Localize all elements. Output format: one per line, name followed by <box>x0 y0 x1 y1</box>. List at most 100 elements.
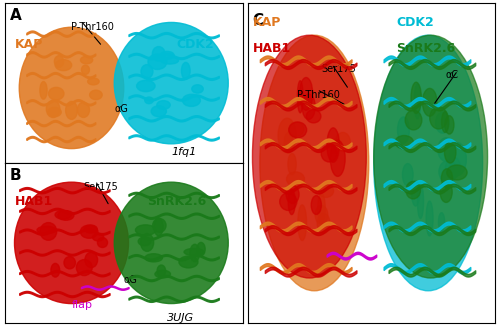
Ellipse shape <box>444 116 454 134</box>
Ellipse shape <box>395 136 413 149</box>
Ellipse shape <box>330 140 345 176</box>
Ellipse shape <box>306 110 321 123</box>
Text: αG: αG <box>124 275 138 285</box>
Ellipse shape <box>85 252 98 268</box>
Ellipse shape <box>98 238 108 247</box>
Text: SnRK2.6: SnRK2.6 <box>396 42 455 54</box>
Ellipse shape <box>260 35 369 291</box>
Ellipse shape <box>88 78 99 85</box>
Ellipse shape <box>157 265 166 277</box>
Ellipse shape <box>157 101 170 109</box>
Ellipse shape <box>430 107 448 129</box>
Ellipse shape <box>284 132 293 153</box>
Ellipse shape <box>442 111 448 132</box>
Ellipse shape <box>298 81 303 113</box>
Ellipse shape <box>141 65 153 78</box>
Ellipse shape <box>40 223 56 240</box>
Ellipse shape <box>190 244 200 262</box>
Ellipse shape <box>302 94 315 120</box>
Ellipse shape <box>318 185 334 198</box>
Ellipse shape <box>411 82 422 113</box>
Ellipse shape <box>317 213 330 233</box>
Ellipse shape <box>160 51 174 59</box>
Ellipse shape <box>145 97 154 104</box>
Ellipse shape <box>374 35 488 278</box>
Ellipse shape <box>114 22 228 144</box>
Text: SnRK2.6: SnRK2.6 <box>148 195 207 208</box>
Ellipse shape <box>449 143 466 175</box>
Ellipse shape <box>90 90 102 100</box>
Ellipse shape <box>315 205 328 224</box>
Ellipse shape <box>64 257 76 269</box>
Text: KAP: KAP <box>252 16 281 29</box>
Ellipse shape <box>40 82 47 99</box>
Ellipse shape <box>182 62 190 79</box>
Ellipse shape <box>80 56 92 64</box>
Ellipse shape <box>288 154 296 175</box>
Text: C: C <box>252 13 264 28</box>
Text: HAB1: HAB1 <box>14 195 53 208</box>
Ellipse shape <box>14 182 128 304</box>
Ellipse shape <box>145 254 162 262</box>
Ellipse shape <box>418 184 424 218</box>
Text: KAP: KAP <box>14 38 43 52</box>
Ellipse shape <box>336 132 350 151</box>
Ellipse shape <box>154 218 163 236</box>
Ellipse shape <box>442 169 452 188</box>
Text: 3UJG: 3UJG <box>166 313 194 323</box>
Ellipse shape <box>286 172 304 186</box>
Ellipse shape <box>37 226 56 234</box>
Ellipse shape <box>438 138 455 162</box>
Ellipse shape <box>179 256 198 268</box>
Ellipse shape <box>140 234 153 251</box>
Ellipse shape <box>51 263 60 277</box>
Text: 1fq1: 1fq1 <box>171 147 196 157</box>
Text: HAB1: HAB1 <box>252 42 290 54</box>
Ellipse shape <box>151 106 166 117</box>
Text: P-Thr160: P-Thr160 <box>72 22 114 32</box>
Ellipse shape <box>278 118 296 153</box>
Ellipse shape <box>422 88 437 116</box>
Ellipse shape <box>288 122 306 138</box>
Ellipse shape <box>321 145 337 162</box>
Ellipse shape <box>92 234 104 241</box>
Ellipse shape <box>298 205 306 241</box>
Ellipse shape <box>161 57 178 64</box>
Ellipse shape <box>405 110 422 130</box>
Ellipse shape <box>406 181 420 199</box>
Text: αC: αC <box>446 70 458 80</box>
Ellipse shape <box>82 65 90 74</box>
Ellipse shape <box>288 189 295 215</box>
Ellipse shape <box>438 213 444 231</box>
Ellipse shape <box>412 181 420 206</box>
Text: Ser175: Ser175 <box>84 182 118 192</box>
Text: P-Thr160: P-Thr160 <box>297 90 340 99</box>
Text: CDK2: CDK2 <box>396 16 434 29</box>
Ellipse shape <box>66 101 78 119</box>
Ellipse shape <box>414 84 420 119</box>
Ellipse shape <box>84 225 97 233</box>
Ellipse shape <box>289 122 304 136</box>
Ellipse shape <box>252 35 366 278</box>
Ellipse shape <box>155 270 170 278</box>
Text: A: A <box>10 8 22 23</box>
Text: flap: flap <box>72 300 92 310</box>
Ellipse shape <box>311 196 322 215</box>
Ellipse shape <box>48 108 61 117</box>
Ellipse shape <box>444 141 456 163</box>
Text: B: B <box>10 168 22 183</box>
Ellipse shape <box>192 85 203 93</box>
Ellipse shape <box>329 139 340 153</box>
Ellipse shape <box>152 47 165 61</box>
Ellipse shape <box>447 165 467 180</box>
Ellipse shape <box>327 128 340 162</box>
Ellipse shape <box>46 100 60 118</box>
Ellipse shape <box>138 237 151 246</box>
Ellipse shape <box>55 210 72 219</box>
Ellipse shape <box>426 201 433 236</box>
Text: αG: αG <box>114 104 128 114</box>
Ellipse shape <box>184 248 204 256</box>
Ellipse shape <box>398 117 409 143</box>
Ellipse shape <box>182 94 200 106</box>
Ellipse shape <box>76 259 92 275</box>
